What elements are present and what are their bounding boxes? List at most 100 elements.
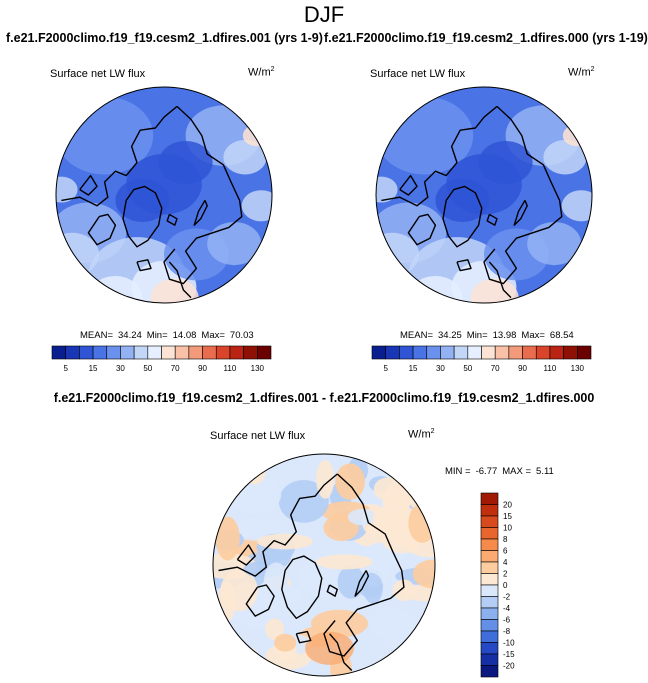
colorbar-swatch <box>147 345 162 360</box>
colorbar-swatch <box>480 561 499 574</box>
colorbar-swatch <box>480 619 499 632</box>
map-value-patch <box>402 584 435 602</box>
right-panel-case-title: f.e21.F2000climo.f19_f19.cesm2_1.dfires.… <box>324 31 648 45</box>
panel3-variable-label: Surface net LW flux <box>210 430 306 442</box>
panel2-polar-map <box>375 86 593 304</box>
coastline <box>381 105 498 207</box>
colorbar-swatch <box>480 492 499 505</box>
map-value-patch <box>265 618 284 640</box>
colorbar-tick-label: 5 <box>63 364 68 373</box>
panel2-variable-label: Surface net LW flux <box>370 68 466 80</box>
map-field <box>56 87 272 303</box>
colorbar-swatch <box>480 630 499 643</box>
colorbar-tick-label: 130 <box>571 364 585 373</box>
panel1-units: W/m2 <box>248 66 275 79</box>
coastline <box>513 200 528 226</box>
coastline <box>281 555 323 619</box>
map-value-patch <box>527 222 582 266</box>
coastline <box>122 185 163 248</box>
colorbar-swatch <box>522 345 537 360</box>
colorbar-swatch <box>65 345 80 360</box>
map-border <box>55 86 273 304</box>
panel2-colorbar: 5 15 30 50 70 90 110 130 <box>371 345 592 373</box>
map-value-patch <box>213 553 257 579</box>
colorbar-tick-label: -8 <box>503 627 511 636</box>
colorbar-swatch <box>440 345 455 360</box>
map-value-patch <box>218 581 236 622</box>
map-value-patch <box>347 508 377 526</box>
colorbar-swatch <box>257 345 272 360</box>
map-value-patch <box>213 454 236 476</box>
colorbar-tick-label: 90 <box>198 364 207 373</box>
map-value-patch <box>241 190 272 222</box>
colorbar-swatch <box>577 345 592 360</box>
colorbar-swatch <box>480 596 499 609</box>
coastline <box>399 174 418 196</box>
map-value-patch <box>368 607 414 639</box>
coastline <box>236 544 256 566</box>
colorbar-swatch <box>480 642 499 655</box>
colorbar-swatch <box>467 345 482 360</box>
panel1-mean: 34.24 <box>118 330 142 341</box>
colorbar-tick-label: -4 <box>503 604 511 613</box>
colorbar-tick-label: 0 <box>503 581 508 590</box>
colorbar-swatch <box>480 515 499 528</box>
coastline <box>245 584 275 617</box>
colorbar-tick-label: 70 <box>491 364 500 373</box>
colorbar-tick-label: 30 <box>116 364 125 373</box>
colorbar-swatch <box>399 345 414 360</box>
season-title: DJF <box>303 2 345 27</box>
panel2-mean: 34.25 <box>438 330 462 341</box>
map-value-patch <box>543 139 587 175</box>
panel3-stats: MIN = -6.77 MAX = 5.11 <box>445 466 554 477</box>
colorbar-tick-label: 90 <box>518 364 527 373</box>
colorbar-tick-label: 130 <box>251 364 265 373</box>
colorbar-tick-label: -15 <box>503 650 515 659</box>
map-border <box>212 453 436 677</box>
colorbar-swatch <box>480 504 499 517</box>
map-border <box>375 86 593 304</box>
map-value-patch <box>416 618 435 661</box>
map-value-patch <box>562 125 589 146</box>
map-value-patch <box>408 276 463 303</box>
panel1-variable-label: Surface net LW flux <box>50 68 146 80</box>
coastline <box>136 259 152 272</box>
map-field <box>213 454 435 676</box>
colorbar-tick-label: 15 <box>503 512 512 521</box>
colorbar-swatch <box>480 584 499 597</box>
colorbar-tick-label: 10 <box>503 524 512 533</box>
coastline <box>295 630 312 644</box>
panel1-polar-map <box>55 86 273 304</box>
map-value-patch <box>316 554 373 570</box>
colorbar-tick-label: -6 <box>503 616 511 625</box>
colorbar-swatch <box>120 345 135 360</box>
colorbar-tick-label: 50 <box>463 364 472 373</box>
colorbar-swatch <box>480 653 499 666</box>
map-value-patch <box>115 178 170 222</box>
coastline <box>483 105 563 285</box>
panel3-max: 5.11 <box>536 466 554 477</box>
colorbar-swatch <box>480 573 499 586</box>
colorbar-swatch <box>549 345 564 360</box>
colorbar-tick-label: 50 <box>143 364 152 373</box>
colorbar-swatch <box>535 345 551 360</box>
map-value-patch <box>335 463 365 500</box>
map-field <box>376 87 592 303</box>
map-value-patch <box>242 125 269 146</box>
panel2-units: W/m2 <box>568 66 595 79</box>
colorbar-swatch <box>174 345 190 360</box>
colorbar-swatch <box>480 665 499 678</box>
map-value-patch <box>561 190 592 222</box>
colorbar-swatch <box>202 345 217 360</box>
map-value-patch <box>478 141 533 185</box>
panel1-stats: MEAN= 34.24 Min= 14.08 Max= 70.03 <box>80 330 254 341</box>
colorbar-swatch <box>215 345 231 360</box>
colorbar-tick-label: 4 <box>503 558 508 567</box>
coastline <box>61 105 178 207</box>
colorbar-tick-label: -2 <box>503 593 511 602</box>
left-panel-case-title: f.e21.F2000climo.f19_f19.cesm2_1.dfires.… <box>6 31 323 45</box>
map-value-patch <box>223 139 267 175</box>
panel3-polar-map <box>212 453 436 677</box>
coastline <box>456 259 472 272</box>
